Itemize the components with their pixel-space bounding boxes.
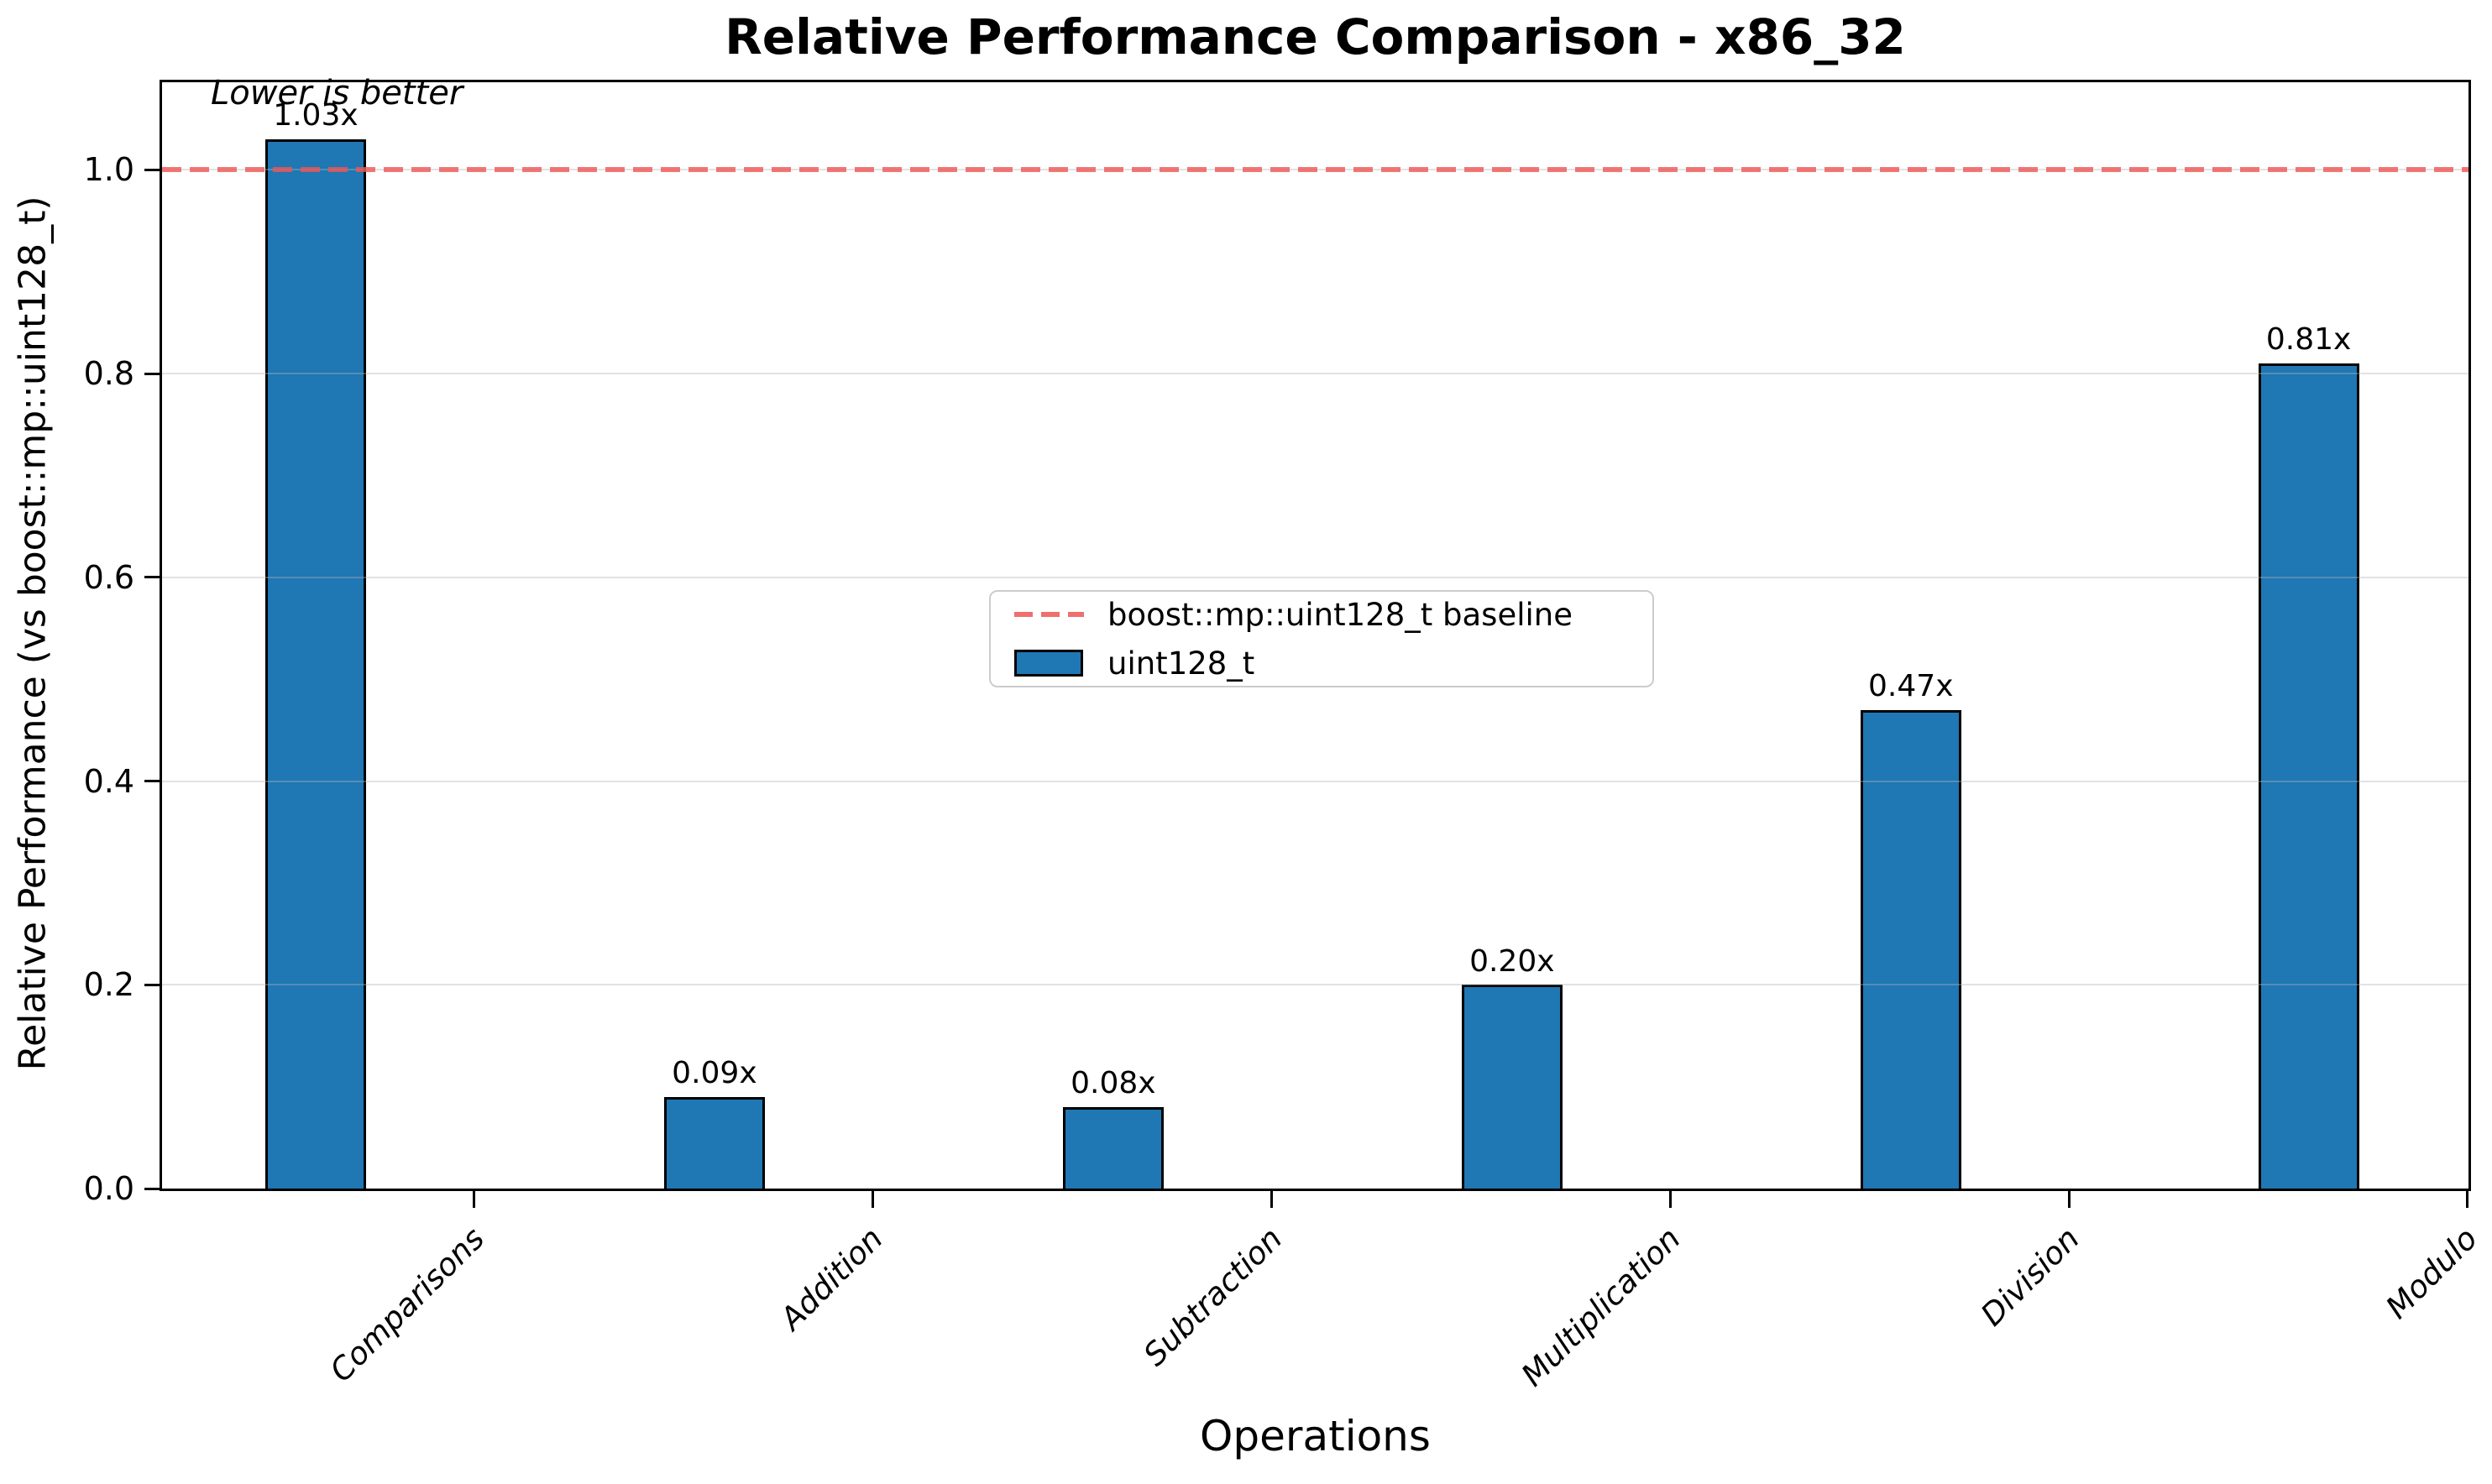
bar-value-label: 0.81x — [2265, 322, 2352, 358]
bar-value-label: 0.47x — [1868, 669, 1954, 704]
y-tick-mark — [144, 576, 160, 579]
x-tick-label: Subtraction — [1136, 1220, 1290, 1373]
dashed-line-icon — [1014, 612, 1084, 617]
x-tick-label: Division — [1974, 1220, 2087, 1334]
bar-value-label: 1.03x — [273, 98, 359, 133]
y-tick-label: 0.4 — [83, 762, 134, 800]
y-tick-mark — [144, 1187, 160, 1190]
gridline-y-0.4 — [162, 780, 2468, 782]
bar-multiplication — [1461, 985, 1563, 1189]
legend-baseline-handle-col — [1014, 612, 1084, 617]
bar-value-label: 0.09x — [672, 1056, 757, 1091]
bar-division — [1860, 709, 1961, 1189]
legend-series-label: uint128_t — [1107, 645, 1255, 682]
legend: boost::mp::uint128_t baseline uint128_t — [989, 590, 1654, 687]
x-tick-mark — [1270, 1191, 1274, 1208]
x-tick-mark — [872, 1191, 875, 1208]
y-tick-label: 0.2 — [83, 966, 134, 1004]
y-tick-label: 0.6 — [83, 558, 134, 596]
legend-row-baseline: boost::mp::uint128_t baseline — [1014, 596, 1652, 633]
y-tick-mark — [144, 168, 160, 171]
y-axis-label: Relative Performance (vs boost::mp::uint… — [11, 195, 55, 1071]
legend-row-series: uint128_t — [1014, 645, 1652, 682]
x-axis-label: Operations — [1200, 1412, 1431, 1460]
bar-addition — [663, 1096, 765, 1189]
x-tick-mark — [2068, 1191, 2071, 1208]
gridline-y-0.6 — [162, 576, 2468, 578]
x-tick-label: Modulo — [2379, 1220, 2485, 1326]
y-tick-label: 1.0 — [83, 151, 134, 189]
x-tick-mark — [1669, 1191, 1673, 1208]
y-tick-mark — [144, 983, 160, 986]
y-tick-mark — [144, 372, 160, 375]
legend-series-handle-col — [1014, 650, 1084, 677]
gridline-y-0.2 — [162, 984, 2468, 986]
y-axis-label-wrap: Relative Performance (vs boost::mp::uint… — [0, 80, 65, 1186]
annotation-lower-is-better: Lower is better — [211, 74, 463, 112]
x-tick-label: Multiplication — [1515, 1220, 1688, 1394]
bar-subtraction — [1062, 1106, 1164, 1189]
gridline-y-0.8 — [162, 373, 2468, 375]
bar-modulo — [2258, 363, 2359, 1189]
y-tick-label: 0.8 — [83, 355, 134, 393]
chart-title: Relative Performance Comparison - x86_32 — [725, 8, 1906, 65]
baseline-dashed-line — [162, 167, 2468, 173]
x-tick-mark — [2466, 1191, 2469, 1208]
y-tick-mark — [144, 780, 160, 783]
x-tick-label: Addition — [773, 1220, 891, 1337]
plot-area: Lower is better boost::mp::uint128_t bas… — [84, 74, 2484, 1393]
bar-value-label: 0.08x — [1071, 1066, 1156, 1101]
x-tick-mark — [473, 1191, 476, 1208]
x-tick-label: Comparisons — [322, 1220, 492, 1389]
y-tick-label: 0.0 — [83, 1170, 134, 1207]
bar-value-label: 0.20x — [1469, 943, 1555, 979]
legend-baseline-label: boost::mp::uint128_t baseline — [1107, 596, 1573, 633]
bar-comparisons — [264, 138, 366, 1189]
bar-swatch-icon — [1014, 650, 1083, 677]
